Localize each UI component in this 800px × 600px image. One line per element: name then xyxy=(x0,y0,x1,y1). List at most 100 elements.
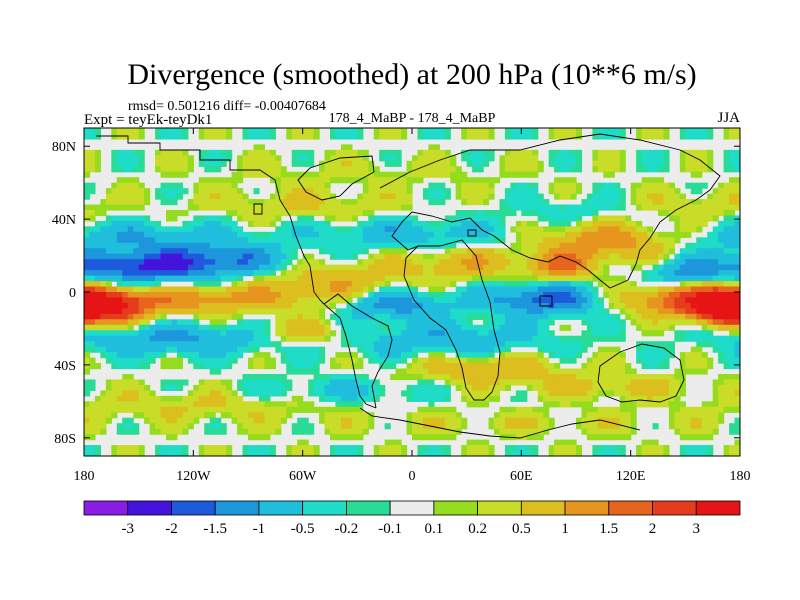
field-cell xyxy=(122,275,129,282)
field-cell xyxy=(193,335,200,342)
field-cell xyxy=(187,297,194,304)
field-cell xyxy=(220,215,227,222)
field-cell xyxy=(100,253,107,260)
field-cell xyxy=(488,395,495,402)
field-cell xyxy=(166,384,173,391)
field-cell xyxy=(581,270,588,277)
field-cell xyxy=(488,297,495,304)
field-cell xyxy=(286,357,293,364)
field-cell xyxy=(362,193,369,200)
field-cell xyxy=(422,171,429,178)
field-cell xyxy=(521,242,528,249)
field-cell xyxy=(663,242,670,249)
field-cell xyxy=(685,286,692,293)
field-cell xyxy=(494,231,501,238)
field-cell xyxy=(302,330,309,337)
field-cell xyxy=(155,335,162,342)
field-cell xyxy=(187,166,194,173)
field-cell xyxy=(193,319,200,326)
field-cell xyxy=(422,379,429,386)
field-cell xyxy=(461,188,468,195)
field-cell xyxy=(718,253,725,260)
field-cell xyxy=(116,384,123,391)
field-cell xyxy=(395,160,402,167)
field-cell xyxy=(701,264,708,271)
field-cell xyxy=(532,341,539,348)
field-cell xyxy=(248,406,255,413)
field-cell xyxy=(433,281,440,288)
field-cell xyxy=(193,308,200,315)
field-cell xyxy=(543,335,550,342)
field-cell xyxy=(242,297,249,304)
field-cell xyxy=(718,335,725,342)
field-cell xyxy=(466,264,473,271)
field-cell xyxy=(597,368,604,375)
field-cell xyxy=(258,281,265,288)
field-cell xyxy=(340,204,347,211)
field-cell xyxy=(105,193,112,200)
field-cell xyxy=(483,286,490,293)
field-cell xyxy=(149,324,156,331)
field-cell xyxy=(439,220,446,227)
field-cell xyxy=(608,319,615,326)
field-cell xyxy=(510,330,517,337)
field-cell xyxy=(308,401,315,408)
field-cell xyxy=(712,341,719,348)
field-cell xyxy=(619,215,626,222)
field-cell xyxy=(204,346,211,353)
field-cell xyxy=(554,193,561,200)
field-cell xyxy=(450,226,457,233)
field-cell xyxy=(258,357,265,364)
field-cell xyxy=(291,302,298,309)
field-cell xyxy=(171,155,178,162)
field-cell xyxy=(253,330,260,337)
field-cell xyxy=(149,248,156,255)
field-cell xyxy=(242,199,249,206)
field-cell xyxy=(712,346,719,353)
field-cell xyxy=(428,330,435,337)
field-cell xyxy=(652,259,659,266)
field-cell xyxy=(368,395,375,402)
field-cell xyxy=(160,346,167,353)
field-cell xyxy=(466,357,473,364)
field-cell xyxy=(319,302,326,309)
field-cell xyxy=(537,412,544,419)
field-cell xyxy=(231,226,238,233)
field-cell xyxy=(176,352,183,359)
field-cell xyxy=(712,313,719,320)
field-cell xyxy=(461,259,468,266)
field-cell xyxy=(84,171,91,178)
field-cell xyxy=(455,188,462,195)
field-cell xyxy=(291,248,298,255)
field-cell xyxy=(176,160,183,167)
field-cell xyxy=(543,357,550,364)
field-cell xyxy=(439,406,446,413)
field-cell xyxy=(417,177,424,184)
field-cell xyxy=(351,374,358,381)
field-cell xyxy=(679,128,686,135)
field-cell xyxy=(351,149,358,156)
field-cell xyxy=(258,270,265,277)
field-cell xyxy=(253,346,260,353)
field-cell xyxy=(346,270,353,277)
field-cell xyxy=(603,275,610,282)
field-cell xyxy=(351,177,358,184)
field-cell xyxy=(647,204,654,211)
field-cell xyxy=(84,253,91,260)
field-cell xyxy=(586,281,593,288)
field-cell xyxy=(554,302,561,309)
field-cell xyxy=(515,308,522,315)
field-cell xyxy=(570,297,577,304)
field-cell xyxy=(204,259,211,266)
field-cell xyxy=(532,248,539,255)
field-cell xyxy=(504,363,511,370)
field-cell xyxy=(658,346,665,353)
field-cell xyxy=(559,226,566,233)
field-cell xyxy=(160,253,167,260)
field-cell xyxy=(685,412,692,419)
field-cell xyxy=(373,379,380,386)
field-cell xyxy=(712,264,719,271)
field-cell xyxy=(226,390,233,397)
field-cell xyxy=(89,275,96,282)
field-cell xyxy=(526,308,533,315)
